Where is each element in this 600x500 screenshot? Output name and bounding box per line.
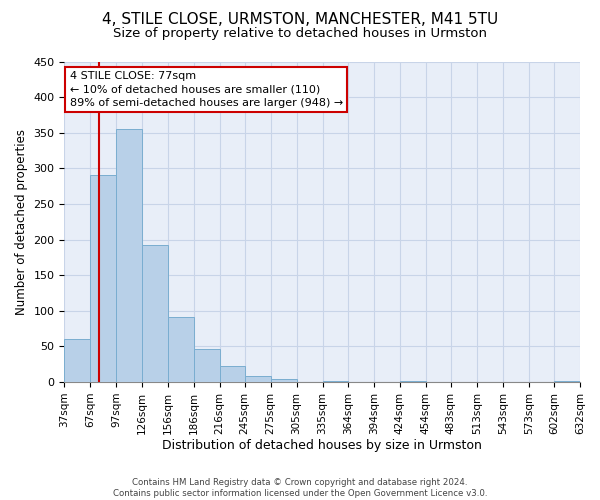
X-axis label: Distribution of detached houses by size in Urmston: Distribution of detached houses by size …: [162, 440, 482, 452]
Bar: [194, 350, 220, 382]
Text: Size of property relative to detached houses in Urmston: Size of property relative to detached ho…: [113, 28, 487, 40]
Bar: [271, 378, 296, 382]
Text: 4, STILE CLOSE, URMSTON, MANCHESTER, M41 5TU: 4, STILE CLOSE, URMSTON, MANCHESTER, M41…: [102, 12, 498, 28]
Bar: [167, 318, 194, 382]
Bar: [91, 176, 116, 382]
Y-axis label: Number of detached properties: Number of detached properties: [15, 129, 28, 315]
Bar: [323, 380, 348, 382]
Text: 4 STILE CLOSE: 77sqm
← 10% of detached houses are smaller (110)
89% of semi-deta: 4 STILE CLOSE: 77sqm ← 10% of detached h…: [70, 71, 343, 108]
Bar: [554, 380, 580, 382]
Bar: [64, 340, 91, 382]
Bar: [116, 129, 142, 382]
Bar: [142, 246, 167, 382]
Bar: [220, 366, 245, 382]
Bar: [245, 376, 271, 382]
Text: Contains HM Land Registry data © Crown copyright and database right 2024.
Contai: Contains HM Land Registry data © Crown c…: [113, 478, 487, 498]
